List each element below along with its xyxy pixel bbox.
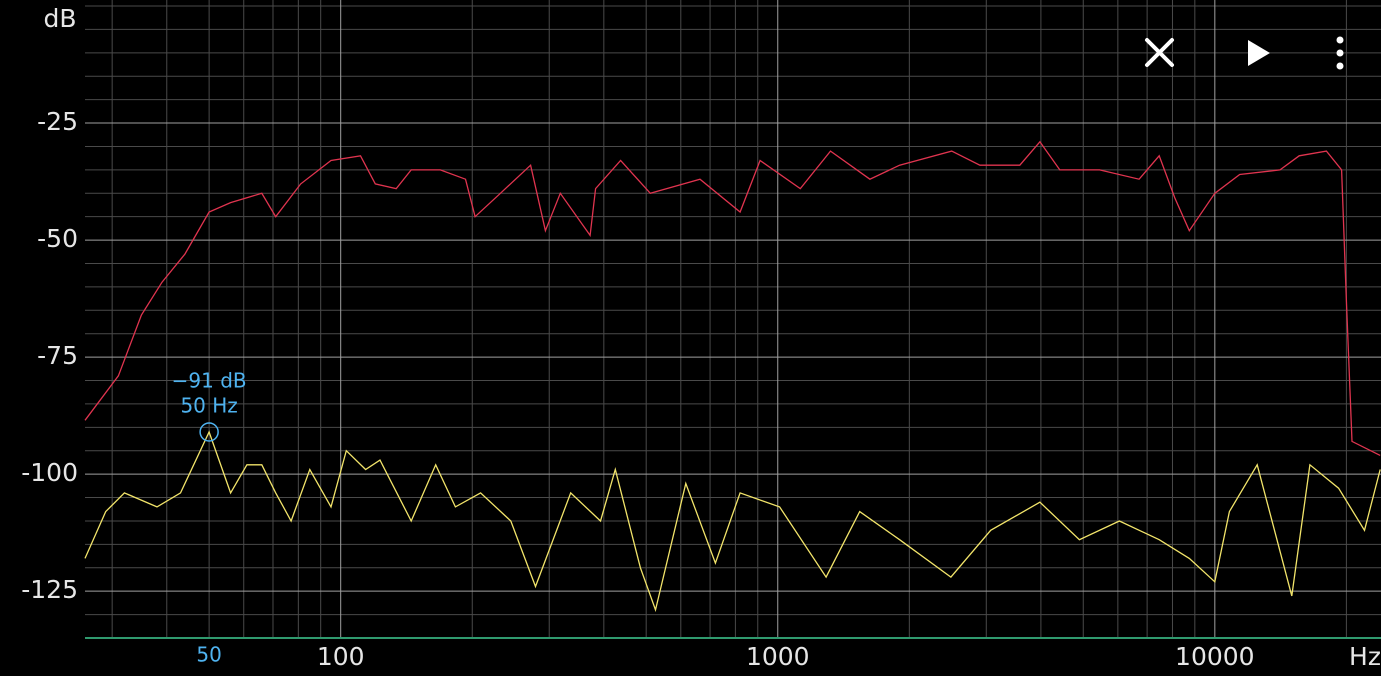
peak-marker [199,422,219,442]
y-tick-label: -50 [37,224,78,253]
x-tick-label: 10000 [1175,642,1255,671]
grid [85,0,1381,638]
plot [84,140,1381,613]
more-menu[interactable] [1336,36,1344,70]
peak-value-label: −91 dB [172,369,247,393]
y-tick-label: -75 [37,341,78,370]
x-tick-label: 1000 [746,642,810,671]
close-button[interactable] [1145,38,1174,67]
spectrum-line [84,140,1381,456]
y-tick-label: -125 [21,575,78,604]
y-tick-label: -25 [37,107,78,136]
x-tick-label: 100 [317,642,365,671]
peak-freq-label: 50 Hz [180,394,237,418]
play-button[interactable] [1248,40,1270,66]
spectrum-line [84,430,1381,613]
peak-axis-label: 50 [196,643,221,667]
y-axis-label: dB [43,4,76,33]
y-tick-label: -100 [21,458,78,487]
x-axis-label: Hz [1349,642,1381,671]
